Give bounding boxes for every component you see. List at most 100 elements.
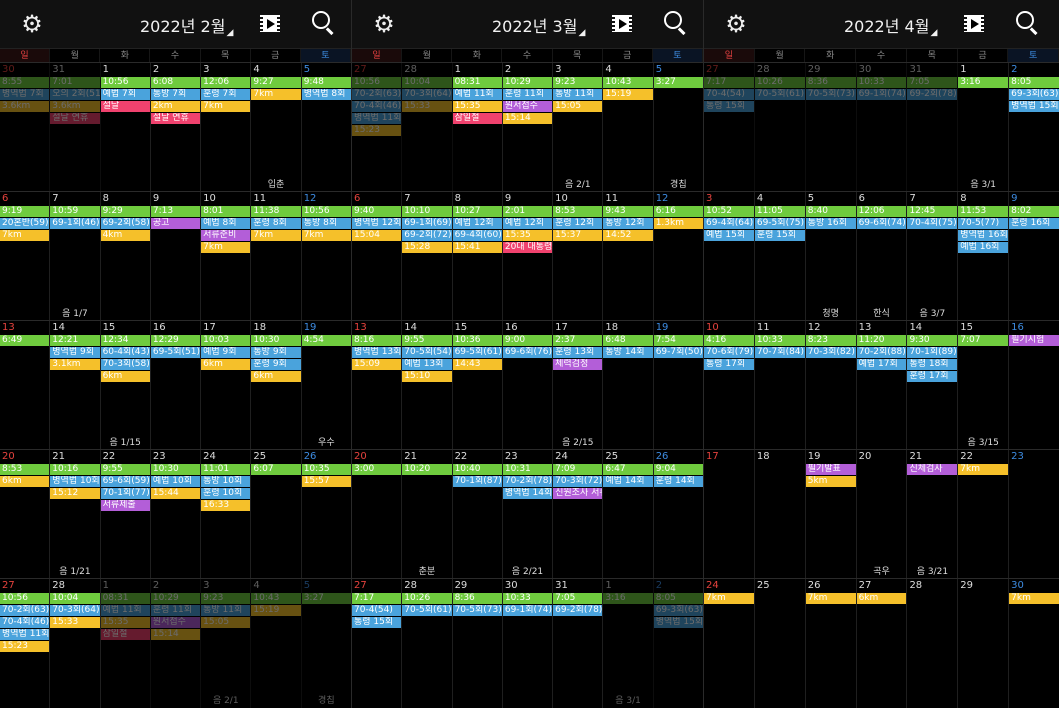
day-cell[interactable]: 1 08:31 예법 11회 15:35 삼일절: [452, 63, 503, 192]
day-cell[interactable]: 5 9:48 병역법 8회: [301, 63, 351, 192]
event-chip[interactable]: 3:27: [653, 77, 703, 88]
day-cell[interactable]: 8 9:29 69-2회(58) 4km: [100, 192, 151, 321]
event-chip[interactable]: 70-5회(61): [754, 89, 805, 100]
day-cell[interactable]: 10 4:16 70-6회(79) 통령 17회: [704, 321, 755, 450]
event-chip[interactable]: 훈령 13회: [553, 347, 603, 358]
day-cell[interactable]: 12 6:16 1.3km: [653, 192, 703, 321]
event-chip[interactable]: 6:07: [251, 464, 301, 475]
event-chip[interactable]: 병역법 15회: [653, 617, 703, 628]
event-chip[interactable]: 15:35: [100, 617, 150, 628]
event-chip[interactable]: 15:10: [402, 371, 452, 382]
event-chip[interactable]: 70-4회(46): [0, 617, 50, 628]
event-chip[interactable]: 9:55: [402, 335, 452, 346]
gear-icon[interactable]: ⚙: [725, 10, 747, 38]
day-cell[interactable]: 26 9:04 훈령 14회: [653, 450, 703, 579]
day-cell[interactable]: 17 10:03 예법 9회 6km: [201, 321, 252, 450]
event-chip[interactable]: 69-4회(60): [452, 230, 502, 241]
event-chip[interactable]: 2:01: [502, 206, 553, 217]
event-chip[interactable]: 병역법 15회: [1009, 101, 1059, 112]
day-cell[interactable]: 4 10:43 15:19: [603, 63, 654, 192]
day-cell[interactable]: 4 10:43 15:19: [251, 579, 302, 708]
event-chip[interactable]: 7km: [704, 593, 754, 604]
day-cell[interactable]: 15 12:34 60-4회(43) 70-3회(58) 6km 음 1/15: [100, 321, 151, 450]
event-chip[interactable]: 6km: [251, 371, 301, 382]
play-video-icon[interactable]: [260, 15, 280, 32]
day-cell[interactable]: 27 7:17 70-4(54) 통령 15회: [352, 579, 403, 708]
event-chip[interactable]: 신체검사: [907, 464, 958, 475]
day-cell[interactable]: 20 8:53 6km: [0, 450, 51, 579]
event-chip[interactable]: 9:29: [100, 206, 150, 217]
event-chip[interactable]: 12:34: [100, 335, 150, 346]
event-chip[interactable]: 70-7회(84): [754, 347, 805, 358]
day-cell[interactable]: 25: [755, 579, 806, 708]
event-chip[interactable]: 69-2회(58): [100, 218, 150, 229]
event-chip[interactable]: 70-5회(73): [452, 605, 502, 616]
day-cell[interactable]: 27 7:17 70-4(54) 통령 15회: [704, 63, 755, 192]
event-chip[interactable]: 15:14: [502, 113, 553, 124]
event-chip[interactable]: 11:53: [958, 206, 1009, 217]
event-chip[interactable]: 69-5회(75): [754, 218, 805, 229]
event-chip[interactable]: 70-2회(78): [502, 476, 553, 487]
day-cell[interactable]: 24 7km: [704, 579, 755, 708]
day-cell[interactable]: 19 7:54 69-7회(50): [653, 321, 703, 450]
event-chip[interactable]: 삼일절: [100, 629, 150, 640]
event-chip[interactable]: 69-7회(50): [653, 347, 703, 358]
event-chip[interactable]: 병역법 10회: [50, 476, 100, 487]
event-chip[interactable]: 7km: [0, 230, 50, 241]
event-chip[interactable]: 10:56: [301, 206, 351, 217]
event-chip[interactable]: 훈령 8회: [251, 218, 301, 229]
event-chip[interactable]: 병역법 13회: [352, 347, 402, 358]
day-cell[interactable]: 20 곡우: [857, 450, 908, 579]
event-chip[interactable]: 7km: [201, 101, 251, 112]
event-chip[interactable]: 70-5회(61): [402, 605, 452, 616]
event-chip[interactable]: 14:43: [452, 359, 502, 370]
event-chip[interactable]: 15:05: [201, 617, 251, 628]
day-cell[interactable]: 31 7:01 오의 2회(51) 3.6km 설날 연휴: [50, 63, 101, 192]
event-chip[interactable]: 10:30: [251, 335, 301, 346]
event-chip[interactable]: 70-1회(87): [452, 476, 502, 487]
day-cell[interactable]: 14 9:30 70-1회(89) 통령 18회 훈령 17회: [907, 321, 959, 450]
day-cell[interactable]: 26 7km: [805, 579, 857, 708]
day-cell[interactable]: 9 7:13 공고: [150, 192, 202, 321]
event-chip[interactable]: 신원조사 서류: [553, 488, 603, 499]
day-cell[interactable]: 5 8:40 통방 16회 청명: [805, 192, 857, 321]
day-cell[interactable]: 18 10:30 통방 9회 훈령 9회 6km: [251, 321, 302, 450]
event-chip[interactable]: 서류제출: [100, 500, 150, 511]
event-chip[interactable]: 7:01: [50, 77, 100, 88]
event-chip[interactable]: 69-5회(61): [452, 347, 502, 358]
event-chip[interactable]: 16:33: [201, 500, 251, 511]
search-icon[interactable]: [312, 11, 334, 35]
event-chip[interactable]: 병역법 8회: [301, 89, 351, 100]
event-chip[interactable]: 오의 2회(51): [50, 89, 100, 100]
event-chip[interactable]: 7km: [1009, 593, 1059, 604]
event-chip[interactable]: 6km: [856, 593, 907, 604]
day-cell[interactable]: 22 9:55 69-6회(59) 70-1회(77) 서류제출: [100, 450, 151, 579]
event-chip[interactable]: 10:56: [352, 77, 402, 88]
event-chip[interactable]: 69-1회(46): [50, 218, 100, 229]
day-cell[interactable]: 1 10:56 예법 7회 설날: [100, 63, 151, 192]
event-chip[interactable]: 69-3회(63): [1009, 89, 1059, 100]
event-chip[interactable]: 69-4회(64): [704, 218, 754, 229]
event-chip[interactable]: 훈령 7회: [201, 89, 251, 100]
event-chip[interactable]: 69-6회(74): [856, 218, 907, 229]
event-chip[interactable]: 10:43: [603, 77, 653, 88]
day-cell[interactable]: 11 9:43 통방 12회 14:52: [603, 192, 654, 321]
event-chip[interactable]: 6:48: [603, 335, 653, 346]
event-chip[interactable]: 통령 15회: [704, 101, 754, 112]
day-cell[interactable]: 28 10:26 70-5회(61): [402, 579, 453, 708]
event-chip[interactable]: 예법 12회: [452, 218, 502, 229]
event-chip[interactable]: 예법 13회: [402, 359, 452, 370]
event-chip[interactable]: 10:56: [100, 77, 150, 88]
event-chip[interactable]: 10:43: [251, 593, 301, 604]
event-chip[interactable]: 10:30: [150, 464, 201, 475]
day-cell[interactable]: 2 10:29 훈령 11회 원서접수 15:14: [150, 579, 202, 708]
event-chip[interactable]: 훈령 16회: [1009, 218, 1059, 229]
event-chip[interactable]: 12:21: [50, 335, 100, 346]
event-chip[interactable]: 8:40: [805, 206, 856, 217]
event-chip[interactable]: 병역법 11회: [0, 629, 50, 640]
event-chip[interactable]: 70-5(77): [958, 218, 1009, 229]
event-chip[interactable]: 7km: [251, 230, 301, 241]
event-chip[interactable]: 10:16: [50, 464, 100, 475]
event-chip[interactable]: 11:01: [201, 464, 251, 475]
event-chip[interactable]: 15:04: [352, 230, 402, 241]
